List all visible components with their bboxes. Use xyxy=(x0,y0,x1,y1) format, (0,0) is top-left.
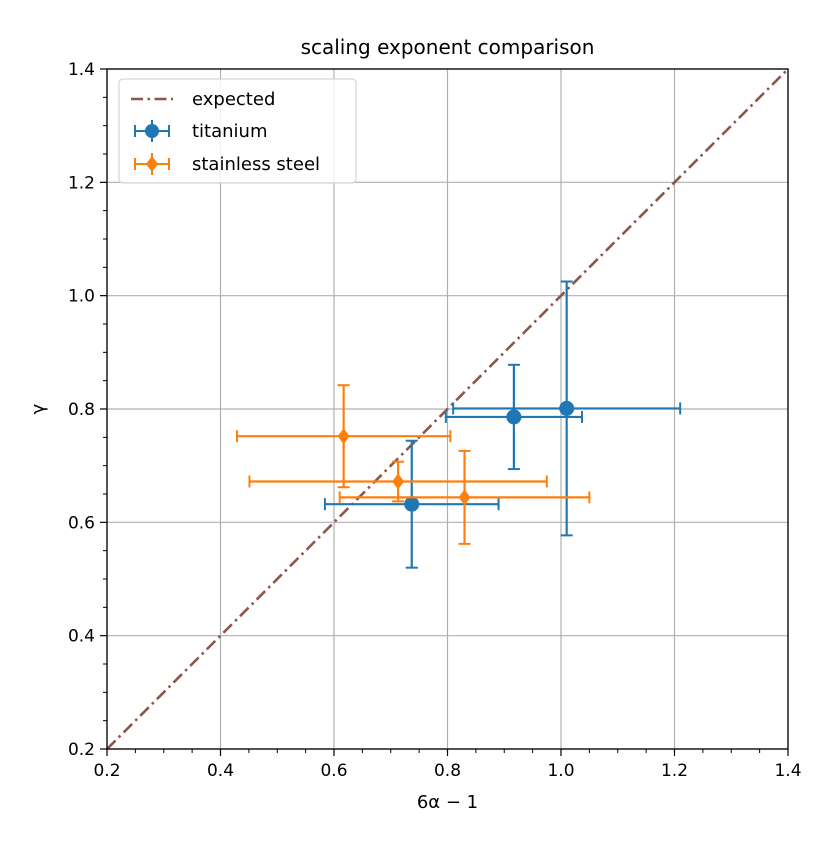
chart-title: scaling exponent comparison xyxy=(301,35,595,59)
x-axis-label: 6α − 1 xyxy=(417,792,478,813)
x-tick-label: 1.0 xyxy=(547,761,574,781)
data-point xyxy=(458,489,471,506)
y-tick-label: 0.6 xyxy=(68,513,95,533)
x-tick-label: 0.4 xyxy=(207,761,234,781)
expected-line xyxy=(106,68,789,750)
legend-box xyxy=(118,78,357,184)
legend-marker xyxy=(145,124,159,138)
legend: expected titanium stainless steel xyxy=(118,78,357,184)
y-tick-label: 0.4 xyxy=(68,627,95,647)
data-point xyxy=(559,400,575,416)
x-tick-label: 1.4 xyxy=(774,761,801,781)
legend-marker xyxy=(146,156,158,172)
series-titanium xyxy=(323,280,682,569)
y-tick-label: 0.8 xyxy=(68,400,95,420)
y-tick-label: 1.2 xyxy=(68,173,95,193)
series-stainless-steel xyxy=(235,384,591,545)
x-tick-label: 0.2 xyxy=(93,761,120,781)
x-tick-label: 0.8 xyxy=(434,761,461,781)
data-point xyxy=(392,473,405,490)
legend-series-label: titanium xyxy=(192,121,268,142)
legend-series-label: stainless steel xyxy=(192,154,320,175)
y-axis-label: γ xyxy=(28,403,49,414)
axis-ticks: 0.2 0.4 0.6 0.8 1.0 1.2 1.4 0.2 0.4 0.6 0.8 1.0 1.2 1… xyxy=(68,60,802,781)
x-tick-label: 1.2 xyxy=(661,761,688,781)
data-point xyxy=(404,496,420,512)
y-tick-label: 1.0 xyxy=(68,287,95,307)
data-point xyxy=(506,409,522,425)
data-point xyxy=(337,428,350,445)
x-tick-label: 0.6 xyxy=(320,761,347,781)
plot-area xyxy=(106,68,789,750)
y-tick-label: 1.4 xyxy=(68,60,95,80)
legend-expected-label: expected xyxy=(192,89,275,110)
y-tick-label: 0.2 xyxy=(68,740,95,760)
